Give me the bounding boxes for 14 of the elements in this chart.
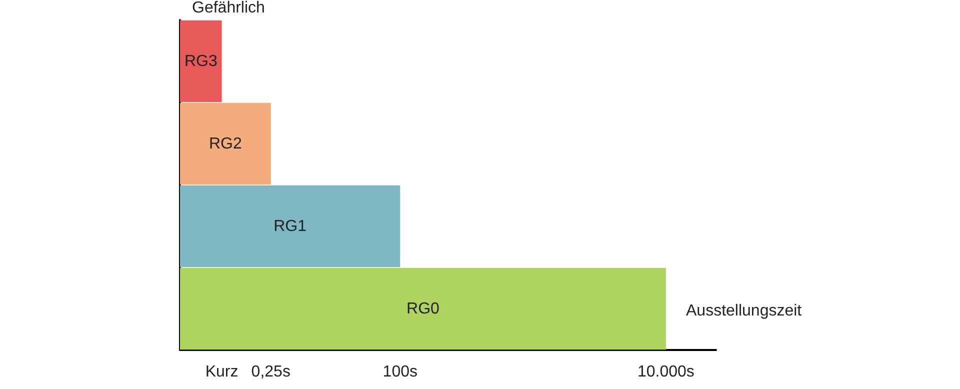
y-tick-label: RG2: [208, 135, 242, 152]
bar: [180, 268, 666, 350]
bar: [180, 185, 400, 268]
text: 0,25s: [251, 364, 290, 380]
y-tick-label: RG3: [184, 52, 218, 70]
y-tick-label: RG0: [406, 300, 440, 318]
x-axis-title: Ausstellungszeit: [686, 302, 802, 320]
text: 10.000s: [637, 364, 694, 380]
text: Kurz: [205, 364, 238, 380]
y-tick-label: RG1: [274, 218, 307, 235]
bar: [180, 20, 222, 102]
bar: [180, 102, 271, 185]
text: 100s: [382, 364, 418, 380]
y-axis-title: Gefährlich: [192, 0, 265, 16]
